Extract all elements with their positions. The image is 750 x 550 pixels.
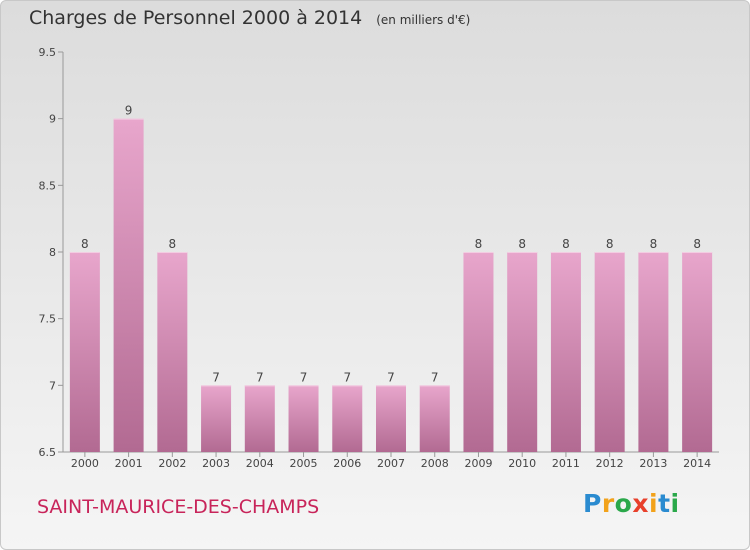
x-tick-label: 2007 [377, 457, 405, 470]
y-tick-label: 9 [49, 113, 56, 126]
logo-letter: P [583, 489, 602, 518]
y-tick-label: 8 [49, 246, 56, 259]
city-name: SAINT-MAURICE-DES-CHAMPS [37, 496, 320, 518]
y-tick-label: 6.5 [39, 446, 57, 459]
logo-letter: r [601, 489, 615, 518]
bar [682, 252, 713, 452]
bar [594, 252, 625, 452]
bar [419, 385, 450, 452]
data-label: 7 [431, 370, 439, 384]
x-tick-label: 2009 [464, 457, 492, 470]
x-tick-label: 2000 [71, 457, 99, 470]
data-label: 7 [343, 370, 351, 384]
data-label: 7 [387, 370, 395, 384]
bar [332, 385, 363, 452]
x-tick-label: 2012 [596, 457, 624, 470]
data-label: 8 [650, 237, 658, 251]
y-tick-label: 8.5 [39, 179, 57, 192]
logo-letter: i [649, 489, 659, 518]
x-tick-label: 2008 [421, 457, 449, 470]
data-label: 7 [212, 370, 220, 384]
x-tick-label: 2014 [683, 457, 711, 470]
bar [638, 252, 669, 452]
x-tick-label: 2011 [552, 457, 580, 470]
data-label: 8 [693, 237, 701, 251]
data-label: 7 [256, 370, 264, 384]
bar [113, 118, 144, 453]
data-label: 8 [81, 237, 89, 251]
data-label: 8 [518, 237, 526, 251]
bar [201, 385, 232, 452]
bar [376, 385, 406, 452]
proxiti-logo: Proxiti [583, 489, 680, 518]
logo-letter: o [614, 489, 633, 518]
x-tick-label: 2005 [290, 457, 318, 470]
y-tick-label: 7 [49, 379, 56, 392]
bar [288, 385, 319, 452]
data-label: 8 [562, 237, 570, 251]
data-label: 8 [475, 237, 483, 251]
chart-title-text: Charges de Personnel 2000 à 2014 [29, 7, 363, 29]
data-label: 7 [300, 370, 308, 384]
x-tick-label: 2010 [508, 457, 536, 470]
y-tick-label: 9.5 [39, 46, 57, 59]
chart-title: Charges de Personnel 2000 à 2014 (en mill… [29, 7, 470, 29]
x-tick-label: 2003 [202, 457, 230, 470]
bar [157, 252, 188, 452]
x-tick-label: 2004 [246, 457, 274, 470]
data-label: 8 [606, 237, 614, 251]
x-tick-label: 2006 [333, 457, 361, 470]
bar [69, 252, 100, 452]
data-label: 9 [125, 104, 133, 118]
y-tick-label: 7.5 [39, 313, 57, 326]
x-tick-label: 2001 [115, 457, 143, 470]
x-tick-label: 2002 [158, 457, 186, 470]
bar [550, 252, 581, 452]
logo-letter: x [632, 489, 649, 518]
data-label: 8 [169, 237, 177, 251]
bar [463, 252, 494, 452]
x-tick-label: 2013 [639, 457, 667, 470]
logo-letter: t [658, 489, 671, 518]
chart-subtitle: (en milliers d'€) [376, 13, 471, 27]
bar [244, 385, 275, 452]
bar [507, 252, 538, 452]
logo-letter: i [670, 489, 680, 518]
